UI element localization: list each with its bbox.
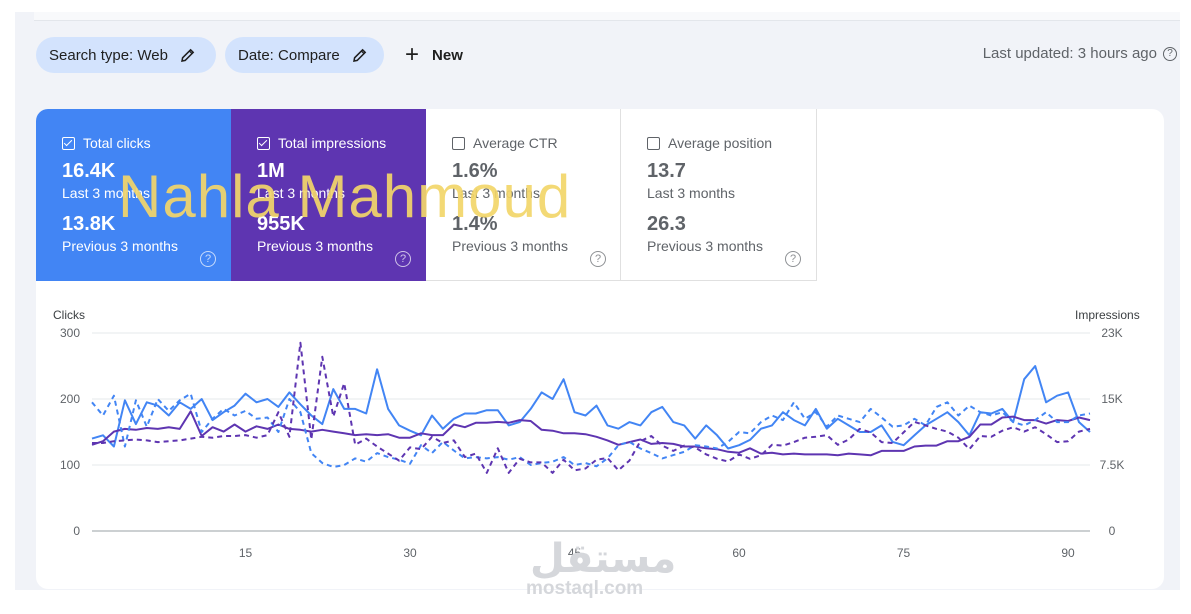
checkbox-unchecked-icon[interactable] — [647, 136, 660, 150]
metric-previous-period: Previous 3 months — [452, 238, 568, 254]
left-axis-title: Clicks — [53, 308, 85, 322]
y-tick-label-right: 23K — [1101, 326, 1122, 340]
metric-value: 1.6% — [452, 160, 498, 182]
plus-icon: + — [405, 41, 420, 68]
metric-tile-average-position[interactable]: Average position 13.7 Last 3 months 26.3… — [621, 109, 817, 281]
series-line-total-clicks — [91, 365, 1091, 450]
y-tick-label-left: 300 — [60, 326, 80, 340]
edit-pencil-icon[interactable] — [180, 47, 196, 63]
metric-previous-value: 13.8K — [62, 213, 116, 235]
metric-value: 13.7 — [647, 160, 686, 182]
metric-label: Total impressions — [278, 135, 387, 151]
metric-label: Average position — [668, 135, 773, 151]
help-icon[interactable]: ? — [785, 251, 801, 267]
help-icon[interactable]: ? — [200, 251, 216, 267]
help-icon[interactable]: ? — [1163, 46, 1177, 61]
metric-previous-value: 26.3 — [647, 213, 686, 235]
metric-previous-period: Previous 3 months — [647, 238, 763, 254]
new-filter-label: New — [432, 46, 463, 64]
y-tick-label-right: 7.5K — [1100, 458, 1125, 472]
performance-card: Total clicks 16.4K Last 3 months 13.8K P… — [36, 109, 1164, 589]
x-tick-label: 90 — [1061, 546, 1075, 560]
help-icon[interactable]: ? — [395, 251, 411, 267]
performance-chart[interactable]: 300 23K 200 15K 100 7.5K 0 0 15 30 45 60 75 90 — [36, 109, 1164, 589]
x-tick-label: 45 — [568, 546, 582, 560]
last-updated-status: Last updated: 3 hours ago ? — [983, 45, 1177, 62]
last-updated-text: Last updated: 3 hours ago — [982, 45, 1157, 62]
metric-label: Total clicks — [83, 135, 151, 151]
metric-label: Average CTR — [473, 135, 558, 151]
header-strip — [34, 12, 1180, 21]
metric-period: Last 3 months — [62, 185, 150, 201]
metric-tile-total-clicks[interactable]: Total clicks 16.4K Last 3 months 13.8K P… — [36, 109, 231, 281]
checkbox-checked-icon[interactable] — [257, 136, 270, 150]
right-axis-title: Impressions — [1075, 308, 1140, 322]
x-tick-label: 15 — [239, 546, 253, 560]
logo-domain-text: mostaql.com — [526, 578, 644, 599]
metric-period: Last 3 months — [452, 185, 540, 201]
x-tick-label: 75 — [897, 546, 911, 560]
metric-tile-total-impressions[interactable]: Total impressions 1M Last 3 months 955K … — [231, 109, 426, 281]
checkbox-checked-icon[interactable] — [62, 136, 75, 150]
metric-previous-value: 955K — [257, 213, 305, 235]
checkbox-unchecked-icon[interactable] — [452, 136, 465, 150]
x-tick-label: 60 — [732, 546, 746, 560]
help-icon[interactable]: ? — [590, 251, 606, 267]
y-tick-label-right: 0 — [1109, 524, 1116, 538]
metric-previous-period: Previous 3 months — [257, 238, 373, 254]
edit-pencil-icon[interactable] — [352, 47, 368, 63]
search-type-label: Search type: Web — [49, 46, 168, 64]
x-tick-label: 30 — [403, 546, 417, 560]
series-line-total-impressions-previous — [92, 341, 1091, 474]
y-tick-label-left: 100 — [60, 458, 80, 472]
metric-period: Last 3 months — [647, 185, 735, 201]
watermark-name: Nahla Mahmoud — [118, 163, 572, 230]
series-line-total-clicks-previous — [91, 392, 1091, 468]
metric-previous-value: 1.4% — [452, 213, 498, 235]
y-tick-label-left: 200 — [60, 392, 80, 406]
metric-previous-period: Previous 3 months — [62, 238, 178, 254]
series-line-total-impressions — [91, 410, 1091, 457]
date-filter-chip[interactable]: Date: Compare — [225, 37, 384, 73]
metric-value: 1M — [257, 160, 285, 182]
metric-period: Last 3 months — [257, 185, 345, 201]
search-type-filter-chip[interactable]: Search type: Web — [36, 37, 216, 73]
new-filter-button[interactable]: + New — [405, 40, 463, 70]
metric-tile-average-ctr[interactable]: Average CTR 1.6% Last 3 months 1.4% Prev… — [426, 109, 621, 281]
logo-arabic-text: مستقل — [530, 536, 677, 582]
metric-value: 16.4K — [62, 160, 116, 182]
date-filter-label: Date: Compare — [238, 46, 340, 64]
y-tick-label-right: 15K — [1101, 392, 1122, 406]
y-tick-label-left: 0 — [73, 524, 80, 538]
mostaql-logo: مستقل mostaql.com — [520, 536, 676, 600]
